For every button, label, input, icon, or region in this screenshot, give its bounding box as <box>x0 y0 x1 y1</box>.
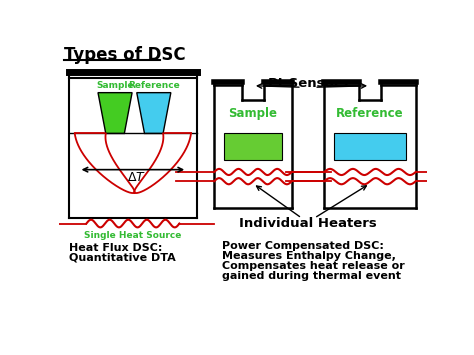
Text: Types of DSC: Types of DSC <box>64 47 185 65</box>
Text: Reference: Reference <box>128 81 180 89</box>
Polygon shape <box>98 93 132 133</box>
Text: Heat Flux DSC:: Heat Flux DSC: <box>69 243 162 253</box>
Text: Sample: Sample <box>96 81 134 89</box>
Text: Single Heat Source: Single Heat Source <box>84 231 182 240</box>
Text: $\Delta T$: $\Delta T$ <box>127 171 146 184</box>
Text: Sample: Sample <box>228 106 277 120</box>
Polygon shape <box>137 93 171 133</box>
Text: Measures Enthalpy Change,: Measures Enthalpy Change, <box>222 251 396 261</box>
Text: Pt Sensors: Pt Sensors <box>268 77 348 90</box>
Text: Compensates heat release or: Compensates heat release or <box>222 261 405 271</box>
Text: Individual Heaters: Individual Heaters <box>239 217 377 230</box>
Text: gained during thermal event: gained during thermal event <box>222 271 401 281</box>
Text: Reference: Reference <box>336 106 404 120</box>
Text: Quantitative DTA: Quantitative DTA <box>69 252 175 262</box>
Text: Power Compensated DSC:: Power Compensated DSC: <box>222 241 384 251</box>
Bar <box>334 133 406 160</box>
Bar <box>224 133 283 160</box>
